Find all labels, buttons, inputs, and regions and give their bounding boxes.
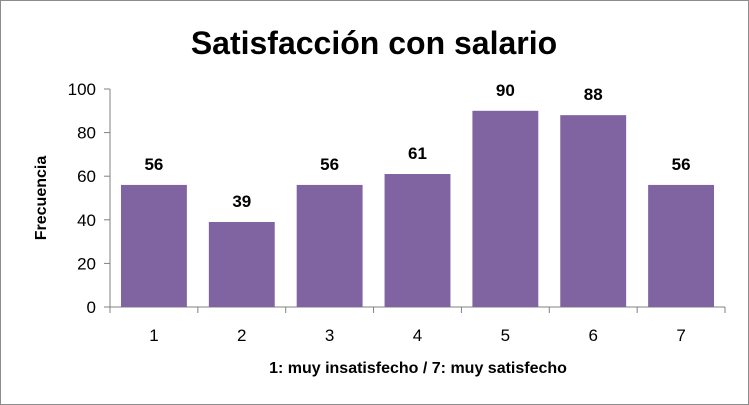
y-tick-label: 40 [77, 211, 96, 230]
y-tick-label: 0 [87, 298, 96, 317]
x-tick-label: 1 [149, 326, 158, 345]
x-axis-label: 1: muy insatisfecho / 7: muy satisfecho [269, 360, 567, 377]
data-label: 88 [584, 85, 603, 104]
chart-title: Satisfacción con salario [191, 25, 557, 61]
data-label: 39 [232, 192, 251, 211]
data-labels: 56 39 56 61 90 88 56 [144, 81, 690, 211]
x-tick-label: 4 [413, 326, 422, 345]
y-axis-label: Frecuencia [33, 156, 50, 241]
data-label: 61 [408, 144, 427, 163]
data-label: 56 [672, 155, 691, 174]
x-tick-label: 5 [501, 326, 510, 345]
x-tick-label: 2 [237, 326, 246, 345]
bars [120, 110, 715, 307]
x-axis [109, 306, 726, 313]
x-tick-label: 3 [325, 326, 334, 345]
data-label: 90 [496, 81, 515, 100]
bar [296, 184, 363, 307]
y-tick-label: 60 [77, 167, 96, 186]
x-ticks: 1 2 3 4 5 6 7 [149, 326, 686, 345]
bar [120, 184, 187, 307]
bar [208, 221, 275, 307]
data-label: 56 [320, 155, 339, 174]
y-tick-label: 20 [77, 254, 96, 273]
bar [648, 184, 715, 307]
bar [384, 174, 451, 307]
bar [560, 115, 627, 307]
x-tick-label: 6 [588, 326, 597, 345]
data-label: 56 [144, 155, 163, 174]
y-tick-label: 80 [77, 124, 96, 143]
x-tick-label: 7 [676, 326, 685, 345]
bar [472, 110, 539, 307]
y-tick-label: 100 [68, 80, 96, 99]
y-ticks: 0 20 40 60 80 100 [68, 80, 96, 317]
y-axis [104, 88, 111, 308]
